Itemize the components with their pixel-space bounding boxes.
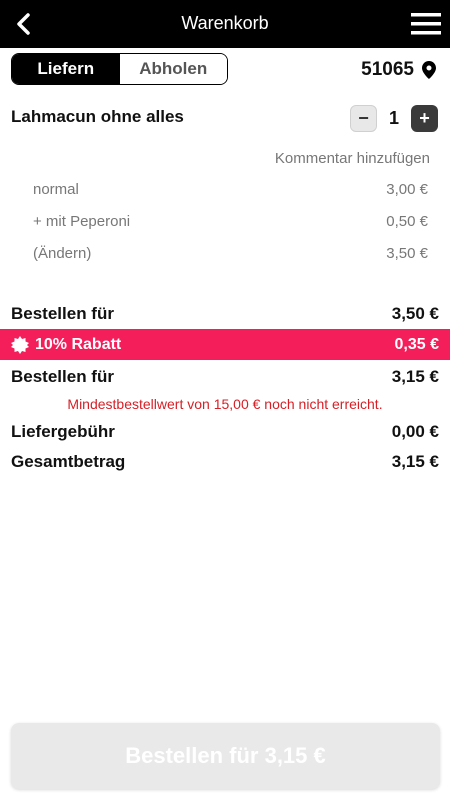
option-price: 0,50 € [386,213,428,230]
option-label: + mit Peperoni [33,213,131,230]
chevron-left-icon [17,13,30,35]
place-order-button[interactable]: Bestellen für 3,15 € [11,723,440,789]
delivery-fee-label: Liefergebühr [11,422,115,441]
total-value: 3,15 € [391,452,439,471]
add-comment-link[interactable]: Kommentar hinzufügen [274,150,430,167]
total-row: Gesamtbetrag 3,15 € [11,452,439,472]
minimum-order-warning: Mindestbestellwert von 15,00 € noch nich… [67,396,383,412]
discount-label: 10% Rabatt [35,335,122,353]
discount-banner: 10% Rabatt 0,35 € [0,329,450,360]
change-option-link[interactable]: (Ändern) [33,245,92,262]
discount-badge-icon [11,335,29,354]
map-pin-icon [422,61,436,79]
back-button[interactable] [10,8,38,40]
discounted-label: Bestellen für [11,367,114,386]
total-label: Gesamtbetrag [11,452,126,471]
increase-quantity-button[interactable]: + [411,105,438,132]
discounted-total-row: Bestellen für 3,15 € [11,367,439,387]
top-bar: Warenkorb [0,0,450,48]
discount-value: 0,35 € [394,335,439,353]
option-row: + mit Peperoni 0,50 € [33,213,428,230]
subtotal-label: Bestellen für [11,304,114,323]
decrease-quantity-button[interactable]: − [350,105,377,132]
subtotal-row: Bestellen für 3,50 € [11,304,439,324]
option-row: (Ändern) 3,50 € [33,245,428,262]
delivery-fee-value: 0,00 € [391,422,439,441]
option-price: 3,00 € [386,181,428,198]
quantity-value: 1 [388,108,399,128]
subtotal-value: 3,50 € [391,304,439,323]
location-selector[interactable]: 51065 [361,59,436,81]
hamburger-menu-icon [411,13,441,35]
option-label: normal [33,181,79,198]
menu-button[interactable] [410,12,442,36]
cart-item-name: Lahmacun ohne alles [11,107,184,126]
quantity-stepper: − 1 + [350,105,438,132]
option-price: 3,50 € [386,245,428,262]
zip-code: 51065 [361,59,414,80]
discounted-value: 3,15 € [391,367,439,386]
option-row: normal 3,00 € [33,181,428,198]
toggle-abholen[interactable]: Abholen [119,54,227,84]
delivery-toggle: Liefern Abholen [11,53,228,85]
page-title: Warenkorb [181,13,269,33]
delivery-fee-row: Liefergebühr 0,00 € [11,422,439,442]
toggle-liefern[interactable]: Liefern [12,54,120,84]
